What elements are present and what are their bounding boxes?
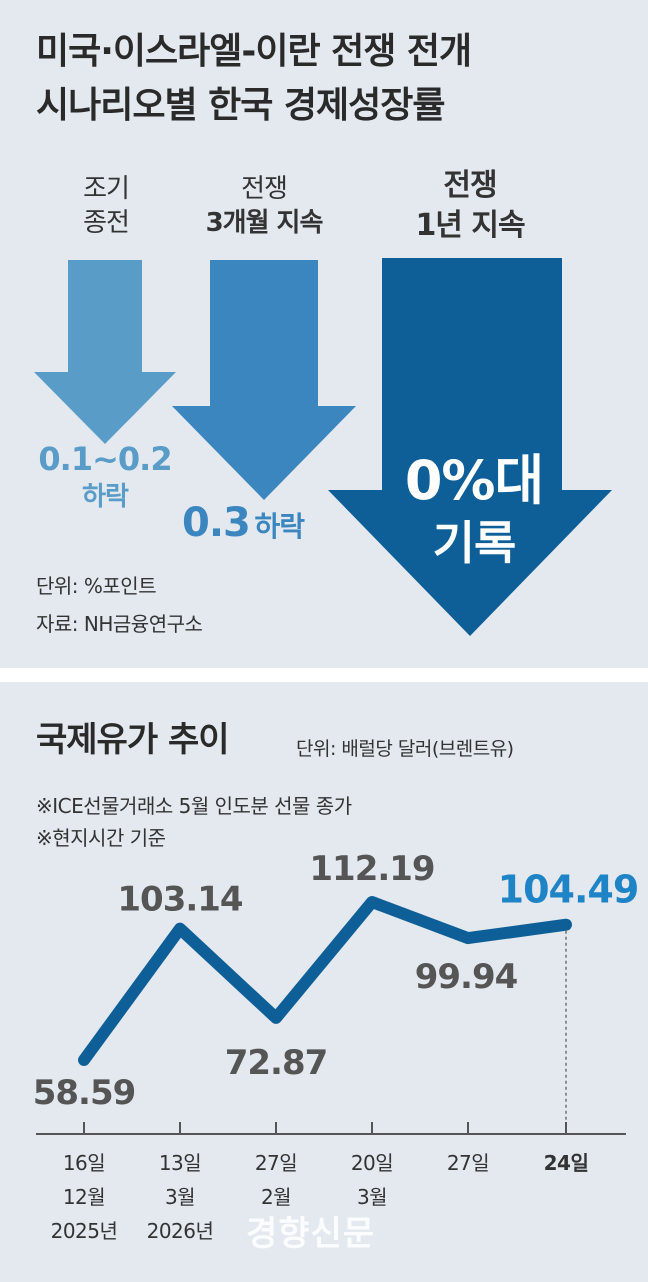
data-label: 58.59 <box>33 1073 136 1113</box>
unit-note: 단위: %포인트 <box>36 574 157 598</box>
arrow-3-months <box>172 260 356 500</box>
data-point <box>563 921 569 928</box>
divider <box>0 668 648 682</box>
x-tick-label: 2026년 <box>147 1219 214 1243</box>
x-tick-label: 3월 <box>357 1185 387 1209</box>
chart-note-2: ※현지시간 기준 <box>36 826 166 850</box>
data-label: 99.94 <box>415 957 518 997</box>
x-tick-label: 20일 <box>351 1151 393 1175</box>
arrow-early-end <box>34 260 176 444</box>
data-label: 103.14 <box>117 880 243 920</box>
value-3months: 0.3 하락 <box>182 500 305 546</box>
scenario-label-1year: 전쟁 1년 지속 <box>415 168 525 243</box>
data-point <box>177 925 183 932</box>
x-tick-label: 13일 <box>159 1151 201 1175</box>
arrow-1-year <box>328 258 612 636</box>
x-tick-label: 16일 <box>63 1151 105 1175</box>
value-1year: 0%대 기록 <box>404 449 544 570</box>
publisher-watermark: 경향신문 <box>246 1214 376 1254</box>
main-title-line2: 시나리오별 한국 경제성장률 <box>36 85 446 126</box>
data-label: 72.87 <box>225 1043 328 1083</box>
scenario-label-3months: 전쟁 3개월 지속 <box>205 174 324 238</box>
chart-unit: 단위: 배럴당 달러(브렌트유) <box>296 738 514 760</box>
x-tick-label: 27일 <box>255 1151 297 1175</box>
series-line <box>78 896 572 1066</box>
x-tick-label: 3월 <box>165 1185 195 1209</box>
x-tick-label: 12월 <box>63 1185 105 1209</box>
data-label: 112.19 <box>309 849 434 889</box>
chart-note-1: ※ICE선물거래소 5월 인도분 선물 종가 <box>36 794 352 818</box>
data-label: 104.49 <box>498 868 639 912</box>
x-tick-label: 24일 <box>544 1151 589 1175</box>
chart-title: 국제유가 추이 <box>36 720 230 760</box>
source-note: 자료: NH금융연구소 <box>36 612 203 636</box>
data-point <box>369 899 375 905</box>
main-title-line1: 미국·이스라엘-이란 전쟁 전개 <box>36 31 472 72</box>
data-point <box>81 1057 87 1063</box>
data-point <box>273 1014 279 1021</box>
data-point <box>465 935 471 942</box>
scenario-arrows <box>34 258 612 636</box>
x-tick-label: 2025년 <box>51 1219 118 1243</box>
x-tick-label: 2월 <box>261 1185 291 1209</box>
scenario-label-early: 조기 종전 <box>83 174 130 238</box>
value-early: 0.1~0.2 하락 <box>38 440 172 512</box>
x-tick-label: 27일 <box>447 1151 489 1175</box>
oil-price-panel <box>0 682 648 1282</box>
